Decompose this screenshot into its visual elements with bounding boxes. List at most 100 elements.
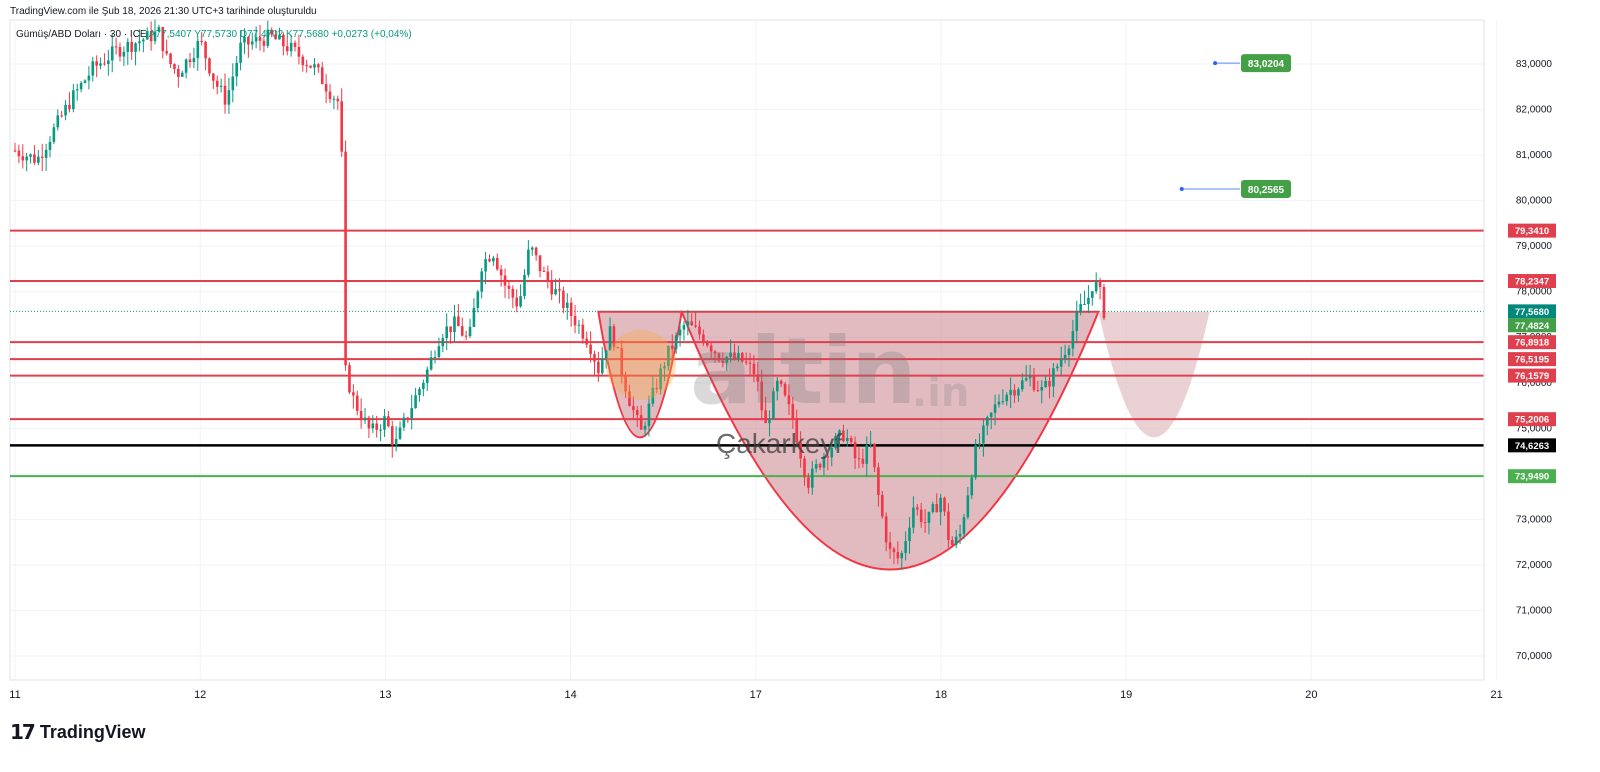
candle-body xyxy=(223,85,227,105)
candle-body xyxy=(297,46,301,57)
candle-body xyxy=(713,351,717,354)
watermark-brand: altin xyxy=(690,318,917,425)
candle-body xyxy=(908,527,911,542)
candle-body xyxy=(355,395,359,411)
candle-body xyxy=(130,41,133,52)
level-tag-label: 76,1579 xyxy=(1515,371,1549,382)
level-tag-box xyxy=(1508,335,1556,350)
candle-body xyxy=(196,40,200,59)
candle-body xyxy=(705,342,709,346)
current-price-tag-box xyxy=(1508,304,1556,319)
candle-body xyxy=(418,389,421,396)
candle-body xyxy=(180,72,184,77)
candle-body xyxy=(332,98,336,100)
candle-body xyxy=(702,334,705,343)
candle-body xyxy=(468,326,472,337)
candle-body xyxy=(441,338,445,347)
candle-body xyxy=(834,435,837,448)
candle-body xyxy=(853,442,857,459)
price-change: +0,0273 (+0,04%) xyxy=(331,29,412,40)
candle-body xyxy=(651,387,655,404)
candle-body xyxy=(309,65,312,68)
candle-body xyxy=(772,391,775,420)
candle-body xyxy=(95,61,98,66)
candle-body xyxy=(460,326,464,336)
tradingview-logo[interactable]: 17 TradingView xyxy=(10,720,146,744)
candle-body xyxy=(993,404,997,413)
candle-body xyxy=(1048,380,1051,387)
candle-body xyxy=(900,553,904,559)
candle-body xyxy=(569,302,573,316)
candle-body xyxy=(962,517,966,534)
candle-body xyxy=(243,36,246,43)
price-tags: 79,3410 78,2347 76,8918 76,5195 76,1579 75,20… xyxy=(1508,223,1556,484)
candle-body xyxy=(289,42,293,52)
candle-body xyxy=(126,41,130,52)
candle-body xyxy=(845,437,849,442)
candle-body xyxy=(449,326,452,333)
symbol-legend[interactable]: Gümüş/ABD Doları · 30 · ICE A77,5407 Y77… xyxy=(16,29,412,40)
candle-body xyxy=(499,269,503,276)
candle-body xyxy=(612,326,616,347)
candle-body xyxy=(565,302,569,308)
candle-body xyxy=(99,63,102,66)
candle-body xyxy=(877,467,880,495)
candle-body xyxy=(266,29,270,46)
candle-body xyxy=(1052,368,1055,387)
candle-body xyxy=(212,73,215,81)
candle-body xyxy=(68,104,71,110)
candle-body xyxy=(593,354,596,362)
candle-body xyxy=(989,412,993,418)
candle-body xyxy=(1036,390,1040,392)
candle-body xyxy=(25,156,28,161)
candle-body xyxy=(56,115,60,128)
level-tag-box xyxy=(1508,368,1556,383)
candle-body xyxy=(184,59,188,73)
candle-body xyxy=(492,257,495,262)
candle-body xyxy=(278,34,281,40)
candle-body xyxy=(554,289,557,295)
candle-body xyxy=(507,285,511,289)
candle-body xyxy=(1094,281,1098,292)
candle-body xyxy=(219,85,223,87)
candle-body xyxy=(250,41,254,45)
candle-body xyxy=(896,552,900,559)
candle-body xyxy=(348,365,351,393)
watermark-brand-tld: .in xyxy=(912,370,970,416)
candle-body xyxy=(235,62,238,77)
candle-body xyxy=(138,41,141,44)
candle-body xyxy=(110,46,114,61)
candle-body xyxy=(1001,401,1005,403)
candle-body xyxy=(982,425,985,444)
candle-body xyxy=(943,497,946,512)
candle-body xyxy=(1091,291,1094,298)
y-tick-label: 72,0000 xyxy=(1516,560,1553,571)
candle-body xyxy=(1040,386,1044,391)
candle-body xyxy=(947,511,950,541)
candle-body xyxy=(445,326,449,339)
level-tag-box xyxy=(1508,352,1556,367)
candle-body xyxy=(21,156,25,161)
candle-body xyxy=(939,497,942,513)
candle-body xyxy=(923,522,927,524)
candle-body xyxy=(912,507,915,528)
candle-body xyxy=(915,507,919,510)
x-tick-label: 17 xyxy=(750,689,762,701)
candle-body xyxy=(624,375,627,392)
y-tick-label: 79,0000 xyxy=(1516,241,1553,252)
target-anchor-icon xyxy=(1179,186,1184,191)
candle-body xyxy=(873,443,876,468)
candle-body xyxy=(425,369,429,383)
candle-body xyxy=(748,362,752,364)
candle-body xyxy=(1071,331,1075,349)
candle-body xyxy=(91,61,95,76)
candle-body xyxy=(1005,394,1009,402)
candle-body xyxy=(1063,354,1067,359)
target-anchor-icon xyxy=(1213,61,1218,66)
candle-body xyxy=(52,127,56,142)
candle-body xyxy=(503,275,507,286)
candle-body xyxy=(865,445,869,464)
target-label: 80,2565 xyxy=(1248,185,1285,196)
candle-body xyxy=(1075,312,1079,332)
